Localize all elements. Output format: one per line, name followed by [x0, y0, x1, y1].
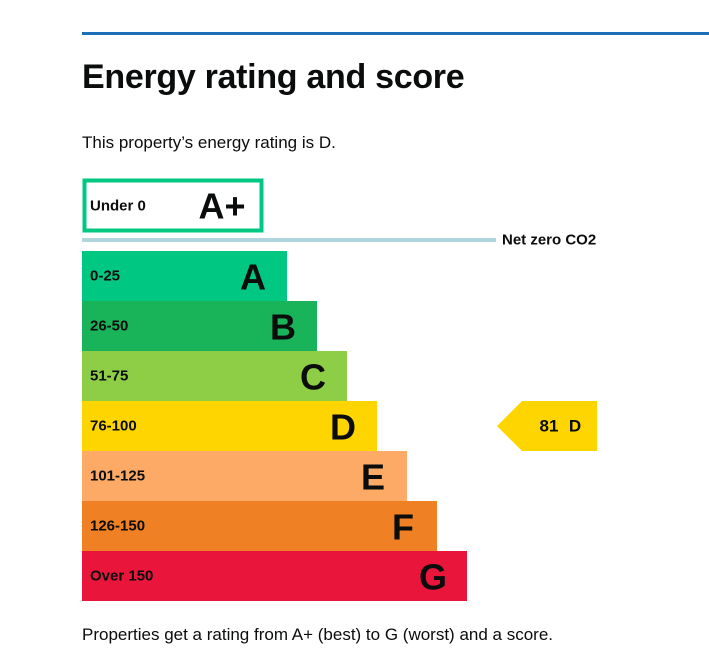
top-rule [82, 32, 709, 35]
band-g-bar [82, 551, 467, 601]
band-a-bar [82, 251, 287, 301]
page-title: Energy rating and score [82, 58, 465, 96]
net-zero-label: Net zero CO2 [502, 232, 596, 249]
band-e-letter: E [361, 457, 385, 498]
band-g-range: Over 150 [90, 568, 153, 585]
band-b-bar [82, 301, 317, 351]
net-zero-line [82, 238, 496, 242]
band-b-letter: B [270, 307, 296, 348]
band-c-range: 51-75 [90, 368, 128, 385]
band-f-letter: F [392, 507, 414, 548]
current-rating-letter: D [569, 417, 581, 436]
rating-explanation: Properties get a rating from A+ (best) t… [82, 625, 554, 644]
band-e-bar [82, 451, 407, 501]
band-g-letter: G [419, 557, 447, 598]
band-d-range: 76-100 [90, 418, 137, 435]
rating-summary: This property’s energy rating is D. [82, 133, 336, 152]
band-aplus-letter: A+ [198, 186, 245, 227]
band-aplus-range: Under 0 [90, 198, 146, 215]
band-aplus-outline [82, 178, 264, 233]
band-c-bar [82, 351, 347, 401]
current-rating-score: 81 [540, 417, 559, 436]
band-a-letter: A [240, 257, 266, 298]
band-d-bar [82, 401, 377, 451]
band-b-range: 26-50 [90, 318, 128, 335]
band-f-bar [82, 501, 437, 551]
band-f-range: 126-150 [90, 518, 145, 535]
band-c-letter: C [300, 357, 326, 398]
current-rating-arrow [497, 401, 597, 451]
band-e-range: 101-125 [90, 468, 145, 485]
band-a-range: 0-25 [90, 268, 120, 285]
band-d-letter: D [330, 407, 356, 448]
